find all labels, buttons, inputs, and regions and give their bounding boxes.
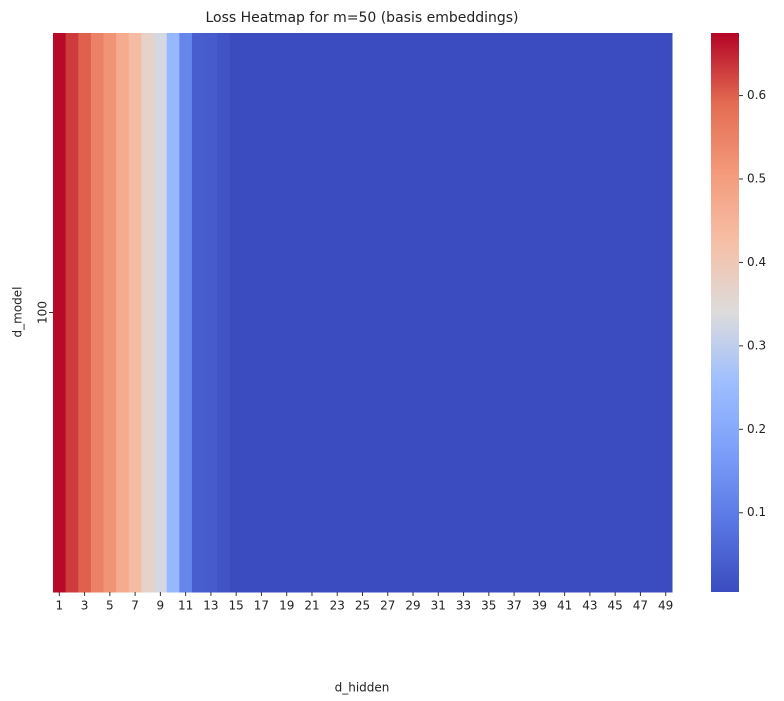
heatmap-cell: [431, 33, 446, 593]
heatmap-cell: [368, 33, 382, 593]
x-tick-label: 39: [532, 599, 547, 613]
heatmap-cell: [507, 33, 521, 593]
heatmap-cell: [204, 33, 218, 593]
heatmap-cell: [596, 33, 610, 593]
x-tick-label: 47: [633, 599, 648, 613]
heatmap-cell: [330, 33, 345, 593]
heatmap-cell: [533, 33, 547, 593]
colorbar-tick-label: 0.1: [747, 505, 766, 519]
x-tick-label: 13: [203, 599, 218, 613]
heatmap-cell: [78, 33, 92, 593]
heatmap-cell: [280, 33, 294, 593]
x-axis-label: d_hidden: [335, 681, 390, 695]
x-tick-label: 15: [229, 599, 244, 613]
heatmap-cell: [444, 33, 458, 593]
heatmap-cell: [179, 33, 193, 593]
x-tick-label: 17: [254, 599, 269, 613]
heatmap-cell: [141, 33, 155, 593]
heatmap-cell: [520, 33, 534, 593]
heatmap-cell: [128, 33, 142, 593]
heatmap-cell: [53, 33, 67, 593]
x-tick-label: 11: [178, 599, 193, 613]
x-tick-label: 23: [330, 599, 345, 613]
heatmap-cell: [419, 33, 433, 593]
x-tick-label: 45: [608, 599, 623, 613]
colorbar-tick-label: 0.4: [747, 255, 766, 269]
x-tick-label: 5: [106, 599, 114, 613]
heatmap-cell: [356, 33, 370, 593]
heatmap-cell: [154, 33, 168, 593]
heatmap-cell: [482, 33, 496, 593]
heatmap-cell: [116, 33, 130, 593]
heatmap-cell: [608, 33, 622, 593]
heatmap-cell: [394, 33, 408, 593]
x-tick-label: 3: [81, 599, 89, 613]
heatmap-cell: [267, 33, 281, 593]
x-tick-label: 31: [431, 599, 446, 613]
heatmap-cell: [255, 33, 269, 593]
heatmap-cell: [217, 33, 231, 593]
colorbar-tick-label: 0.6: [747, 88, 766, 102]
x-tick-label: 27: [380, 599, 395, 613]
x-tick-label: 41: [557, 599, 572, 613]
x-tick-label: 43: [582, 599, 597, 613]
colorbar: [711, 33, 739, 592]
heatmap-cell: [293, 33, 307, 593]
heatmap-cell: [166, 33, 180, 593]
x-tick-label: 19: [279, 599, 294, 613]
heatmap-cell: [90, 33, 105, 593]
x-tick-label: 1: [55, 599, 63, 613]
heatmap-cell: [242, 33, 256, 593]
heatmap-cell: [65, 33, 79, 593]
heatmap-cell: [545, 33, 559, 593]
colorbar-tick-label: 0.2: [747, 422, 766, 436]
heatmap-cell: [558, 33, 572, 593]
heatmap-cell: [381, 33, 395, 593]
heatmap-cell: [646, 33, 660, 593]
colorbar-tick-label: 0.3: [747, 338, 766, 352]
y-tick-label: 100: [36, 301, 50, 324]
x-tick-label: 49: [658, 599, 673, 613]
x-tick-label: 25: [355, 599, 370, 613]
x-tick-label: 7: [131, 599, 139, 613]
heatmap-cell: [621, 33, 635, 593]
heatmap-cell: [191, 33, 206, 593]
heatmap-cell: [103, 33, 117, 593]
x-tick-label: 35: [481, 599, 496, 613]
heatmap-cell: [305, 33, 319, 593]
heatmap-cell: [634, 33, 648, 593]
heatmap-cell: [495, 33, 509, 593]
y-axis-label: d_model: [11, 287, 25, 338]
heatmap-cell: [406, 33, 420, 593]
x-tick-label: 29: [405, 599, 420, 613]
x-tick-label: 33: [456, 599, 471, 613]
x-tick-label: 21: [304, 599, 319, 613]
heatmap-cell: [457, 33, 471, 593]
heatmap-cell: [583, 33, 597, 593]
heatmap-cell: [318, 33, 332, 593]
heatmap-cell: [469, 33, 484, 593]
heatmap-cell: [229, 33, 243, 593]
chart-title: Loss Heatmap for m=50 (basis embeddings): [205, 10, 518, 26]
colorbar-tick-label: 0.5: [747, 172, 766, 186]
heatmap-cell: [659, 33, 673, 593]
heatmap-cell: [343, 33, 357, 593]
heatmap-cell: [570, 33, 585, 593]
x-tick-label: 37: [506, 599, 521, 613]
x-tick-label: 9: [157, 599, 165, 613]
